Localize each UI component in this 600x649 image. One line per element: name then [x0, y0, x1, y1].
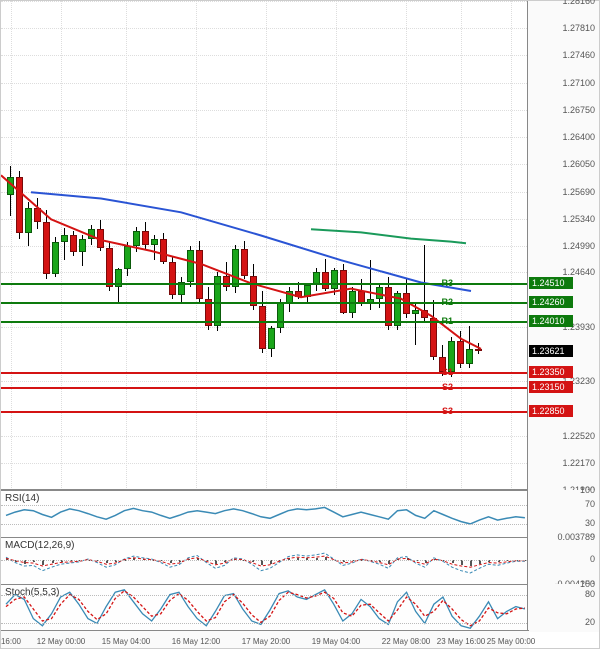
price-y-axis: 1.281601.278101.274601.271001.267501.264… — [527, 1, 599, 490]
macd-label: MACD(12,26,9) — [5, 540, 74, 551]
rsi-y-axis: 10070300 — [527, 490, 599, 537]
forex-chart: R3R2R1S1S2S3 1.281601.278101.274601.2710… — [0, 0, 600, 649]
rsi-line — [1, 491, 529, 538]
stoch-label: Stoch(5,5,3) — [5, 587, 59, 598]
rsi-panel[interactable]: RSI(14) — [1, 490, 529, 537]
macd-lines — [1, 538, 529, 585]
main-price-chart[interactable]: R3R2R1S1S2S3 — [1, 1, 529, 490]
macd-panel[interactable]: MACD(12,26,9) — [1, 537, 529, 584]
time-x-axis: 16:0012 May 00:0015 May 04:0016 May 12:0… — [1, 630, 529, 648]
stoch-y-axis: 1008020 — [527, 584, 599, 632]
stoch-panel[interactable]: Stoch(5,5,3) — [1, 584, 529, 632]
stoch-lines — [1, 585, 529, 633]
macd-y-axis: 0.0037890-0.004253 — [527, 537, 599, 584]
rsi-label: RSI(14) — [5, 493, 39, 504]
